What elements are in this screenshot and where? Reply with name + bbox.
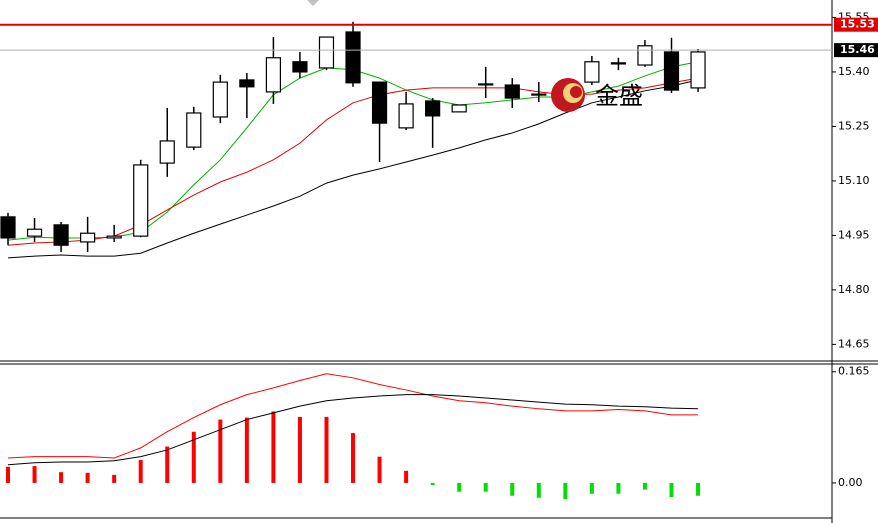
y-tick-label: 14.95 xyxy=(838,228,870,241)
histogram-bar xyxy=(271,411,276,483)
watermark-logo xyxy=(570,86,582,98)
price-label-box xyxy=(834,17,878,32)
candle-body xyxy=(504,84,520,99)
watermark: 金盛 xyxy=(551,78,643,112)
histogram-bar xyxy=(616,482,621,494)
histogram-bar xyxy=(377,456,382,483)
watermark-text: 金盛 xyxy=(595,82,643,110)
candle-body xyxy=(663,51,680,91)
candle-body xyxy=(318,36,335,69)
histogram-bar xyxy=(6,466,10,483)
candle-body xyxy=(371,81,388,124)
candle-body xyxy=(186,112,202,148)
histogram-bar xyxy=(112,474,117,483)
histogram-bar xyxy=(297,416,302,483)
histogram-bar xyxy=(191,431,196,483)
candle-body xyxy=(26,228,43,237)
candle-body xyxy=(0,216,16,239)
candle-body xyxy=(106,235,122,239)
indicator-line xyxy=(7,373,699,459)
y-tick-label: 0.165 xyxy=(838,365,870,378)
price-label: 15.53 xyxy=(840,18,875,31)
y-tick-label: 15.25 xyxy=(838,119,870,132)
candle-body xyxy=(265,57,281,93)
histogram-bar xyxy=(536,482,541,498)
histogram-bar xyxy=(324,416,329,483)
y-tick-label: 15.10 xyxy=(838,174,870,187)
candle-body xyxy=(610,62,627,65)
candle-body xyxy=(478,83,494,86)
histogram-bar xyxy=(218,419,223,483)
histogram-bar xyxy=(32,466,37,483)
candle-body xyxy=(345,31,361,84)
candle-body xyxy=(690,51,706,89)
histogram-bar xyxy=(351,433,356,483)
histogram-bar xyxy=(59,472,64,483)
scroll-marker xyxy=(307,0,319,6)
y-tick-label: 0.00 xyxy=(838,476,863,489)
histogram-bar xyxy=(404,470,409,483)
y-tick-label: 14.80 xyxy=(838,283,870,296)
histogram-bar xyxy=(430,482,435,485)
candle-body xyxy=(451,104,467,113)
candle-body xyxy=(584,61,600,83)
candle-body xyxy=(53,224,69,246)
histogram-bar xyxy=(510,482,515,496)
price-label-box xyxy=(834,43,878,58)
candle-body xyxy=(133,164,149,237)
candle-body xyxy=(212,81,228,118)
candle-body xyxy=(398,103,414,129)
candle-body xyxy=(80,232,96,243)
histogram-bar xyxy=(165,446,170,483)
histogram-bar xyxy=(457,482,462,492)
histogram-bar xyxy=(589,482,594,494)
indicator-line xyxy=(7,79,699,259)
histogram-bar xyxy=(563,482,568,500)
histogram-bar xyxy=(138,460,143,483)
indicator-line xyxy=(7,394,699,466)
histogram-bar xyxy=(696,482,701,496)
histogram-bar xyxy=(483,482,488,492)
y-tick-label: 14.65 xyxy=(838,337,870,350)
candle-body xyxy=(425,100,441,117)
candle-body xyxy=(292,61,308,73)
histogram-bar xyxy=(669,482,674,498)
candle-body xyxy=(637,45,653,66)
candle-body xyxy=(159,140,175,164)
histogram-bar xyxy=(244,417,249,483)
histogram-bar xyxy=(642,482,647,490)
histogram-bar xyxy=(85,472,90,483)
y-tick-label: 15.40 xyxy=(838,65,870,78)
candle-body xyxy=(531,93,547,96)
candle-body xyxy=(239,79,255,88)
price-label: 15.46 xyxy=(840,43,875,56)
